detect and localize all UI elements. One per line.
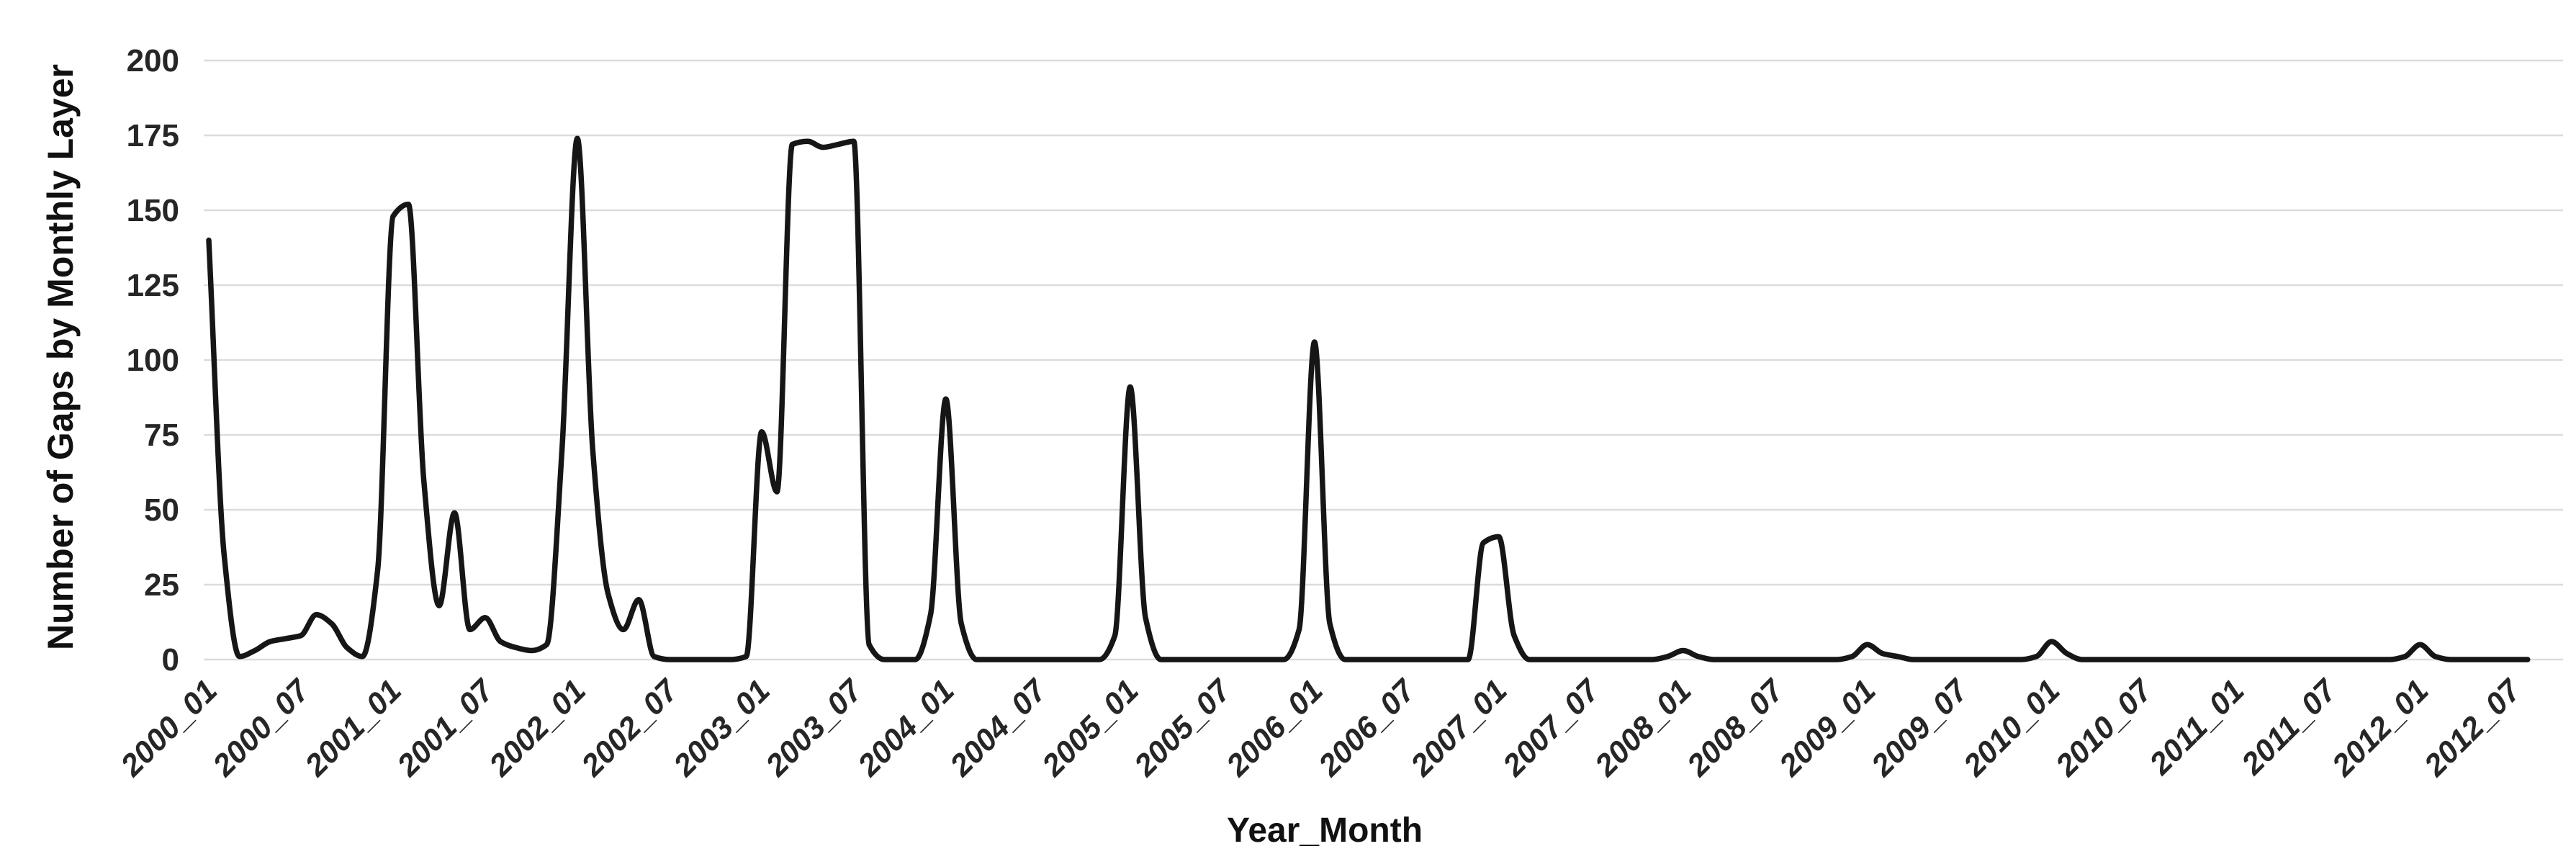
x-axis-title: Year_Month — [1226, 811, 1423, 850]
x-axis-tick-label: 2003_07 — [759, 673, 870, 783]
y-axis-tick-label: 150 — [127, 193, 179, 228]
x-axis-tick-label: 2010_01 — [1957, 673, 2067, 783]
y-axis-tick-label: 200 — [127, 43, 179, 78]
x-axis-tick-label: 2009_07 — [1865, 673, 1976, 783]
x-axis-tick-label: 2005_07 — [1127, 673, 1238, 783]
x-axis-tick-label: 2001_01 — [298, 673, 408, 783]
y-axis-tick-label: 50 — [144, 493, 179, 528]
x-axis-tick-label: 2003_01 — [667, 673, 777, 783]
x-axis-tick-label: 2008_07 — [1680, 673, 1791, 783]
x-axis-tick-label: 2004_07 — [943, 673, 1054, 783]
x-axis-tick-label: 2012_01 — [2325, 673, 2436, 783]
x-axis-tick-label: 2000_07 — [206, 673, 317, 783]
y-axis-tick-label: 175 — [127, 118, 179, 153]
x-axis-tick-label: 2007_01 — [1404, 673, 1514, 783]
x-axis-tick-label: 2002_01 — [482, 673, 593, 783]
x-axis-tick-label: 2006_01 — [1220, 673, 1330, 783]
y-axis-tick-label: 0 — [162, 642, 179, 678]
x-axis-tick-label: 2008_01 — [1588, 673, 1698, 783]
x-axis-tick-label: 2006_07 — [1312, 673, 1423, 783]
x-axis-tick-label: 2000_01 — [114, 673, 224, 783]
x-axis-tick-label: 2012_07 — [2418, 673, 2528, 783]
y-axis-tick-label: 100 — [127, 343, 179, 378]
x-axis-tick-label: 2010_07 — [2049, 673, 2160, 783]
x-axis-tick-label: 2009_01 — [1773, 673, 1883, 783]
y-axis-tick-label: 25 — [144, 567, 179, 603]
y-axis-tick-label: 125 — [127, 268, 179, 303]
y-axis-tick-label: 75 — [144, 418, 179, 453]
x-axis-tick-label: 2011_07 — [2235, 673, 2344, 782]
x-axis-tick-label: 2011_01 — [2143, 673, 2251, 782]
x-axis-tick-label: 2004_01 — [851, 673, 961, 783]
x-axis-tick-label: 2007_07 — [1496, 673, 1607, 783]
x-axis-tick-label: 2005_01 — [1035, 673, 1145, 783]
x-axis-tick-label: 2002_07 — [575, 673, 685, 783]
data-line — [206, 135, 2531, 662]
x-axis-tick-label: 2001_07 — [390, 673, 501, 783]
